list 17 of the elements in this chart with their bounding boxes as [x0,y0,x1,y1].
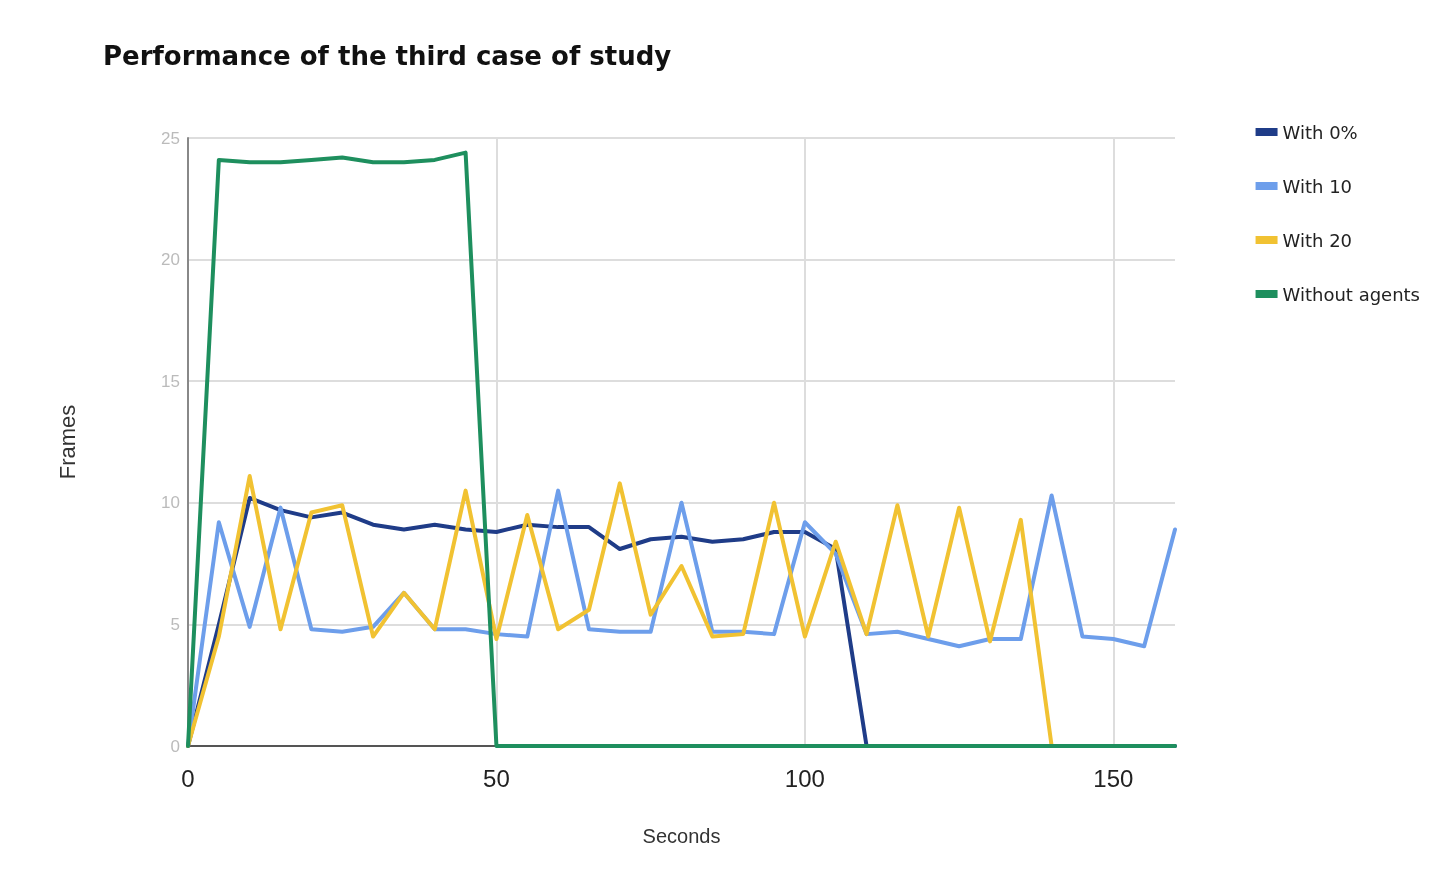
x-tick-label: 50 [483,764,510,792]
x-axis-title: Seconds [642,825,721,847]
y-tick-label: 5 [170,614,180,634]
x-tick-label: 150 [1093,764,1134,792]
x-tick-label: 100 [784,764,825,792]
y-tick-label: 10 [161,493,180,513]
y-axis-title: Frames [54,404,80,480]
legend-label: With 20 [1282,229,1353,251]
y-tick-label: 20 [161,250,180,270]
line-series [186,150,1177,748]
chart-title: Performance of the third case of study [103,41,672,71]
legend-label: With 10 [1282,175,1353,197]
y-tick-label: 25 [161,128,180,148]
y-tick-label: 15 [161,371,180,391]
legend-label: With 0% [1282,121,1358,143]
legend-label: Without agents [1282,283,1421,305]
y-tick-label: 0 [170,736,180,756]
